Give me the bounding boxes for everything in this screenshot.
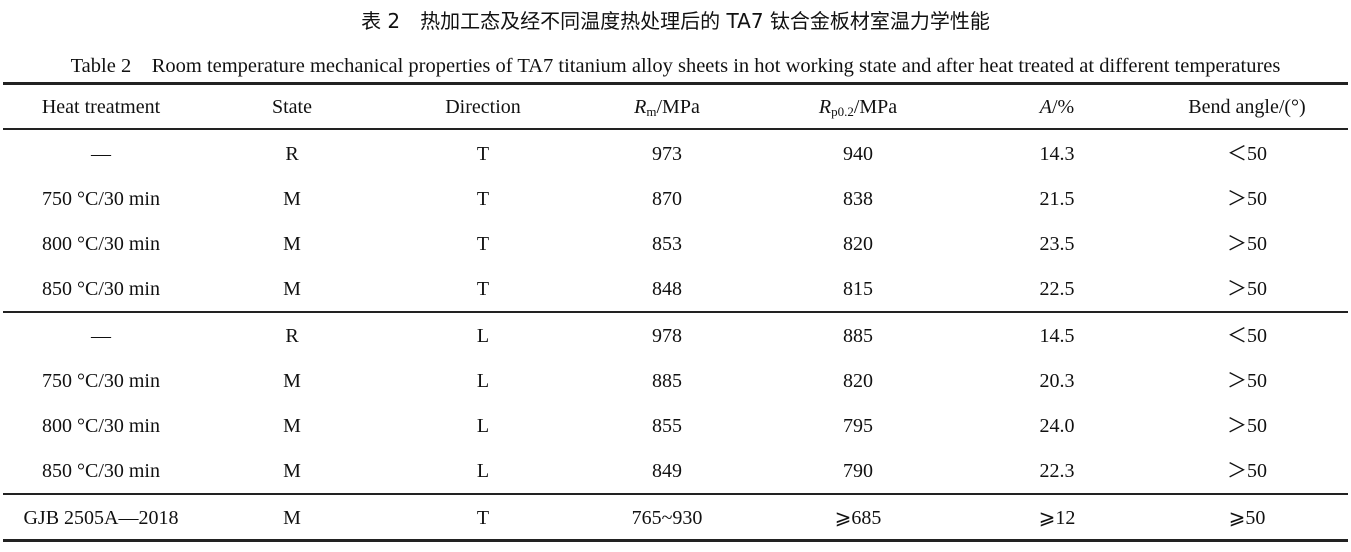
table-cell: R — [285, 325, 299, 347]
table-cell: L — [476, 415, 490, 437]
table-cell: 885 — [652, 370, 682, 392]
header-elongation: A/% — [962, 92, 1152, 122]
top-rule — [3, 82, 1348, 85]
table-cell: 978 — [652, 325, 682, 347]
table-cell: 940 — [843, 143, 873, 165]
a-unit: /% — [1052, 96, 1075, 118]
group-rule — [3, 311, 1348, 313]
table-cell: 22.5 — [1039, 278, 1075, 300]
header-bend-angle: Bend angle/(°) — [1188, 96, 1306, 118]
table-cell: 850 °C/30 min — [41, 460, 160, 482]
rm-symbol: R — [634, 96, 647, 118]
header-direction: Direction — [445, 96, 521, 118]
rm-subscript: m — [646, 104, 657, 119]
table-cell: M — [283, 233, 301, 255]
table-cell: L — [476, 370, 490, 392]
table-cell: M — [283, 370, 301, 392]
table-cell: ＜50 — [1227, 325, 1267, 347]
header-heat-treatment: Heat treatment — [41, 96, 161, 118]
table-cell: 885 — [843, 325, 873, 347]
table-caption-english: Table 2 Room temperature mechanical prop… — [70, 55, 1281, 77]
table-cell: M — [283, 188, 301, 210]
table-row: 850 °C/30 min M L 849 790 22.3 ＞50 — [0, 456, 1351, 486]
table-cell: ＜50 — [1227, 143, 1267, 165]
header-rm: Rm/MPa — [572, 92, 762, 122]
table-cell: 815 — [843, 278, 873, 300]
table-row: GJB 2505A—2018 M T 765~930 ⩾685 ⩾12 ⩾50 — [0, 503, 1351, 533]
table-cell: T — [476, 278, 490, 300]
header-rule — [3, 128, 1348, 130]
table-cell: ＞50 — [1227, 370, 1267, 392]
table-cell: 800 °C/30 min — [41, 415, 160, 437]
table-cell: — — [91, 143, 111, 165]
table-cell: 849 — [652, 460, 682, 482]
table-cell: ⩾685 — [834, 507, 882, 529]
table-cell: 973 — [652, 143, 682, 165]
table-row: — R L 978 885 14.5 ＜50 — [0, 321, 1351, 351]
table-cell: 848 — [652, 278, 682, 300]
table-cell: ＞50 — [1227, 278, 1267, 300]
table-cell: 750 °C/30 min — [41, 188, 160, 210]
table-cell: 765~930 — [631, 507, 703, 529]
table-cell: L — [476, 460, 490, 482]
table-cell: 855 — [652, 415, 682, 437]
table-cell: M — [283, 278, 301, 300]
bottom-rule — [3, 539, 1348, 542]
table-cell: ＞50 — [1227, 188, 1267, 210]
table-cell: 838 — [843, 188, 873, 210]
table-cell: R — [285, 143, 299, 165]
table-cell: 24.0 — [1039, 415, 1075, 437]
table-cell: 820 — [843, 370, 873, 392]
table-cell: 853 — [652, 233, 682, 255]
table-row: 800 °C/30 min M L 855 795 24.0 ＞50 — [0, 411, 1351, 441]
table-cell: 795 — [843, 415, 873, 437]
rp-symbol: R — [818, 96, 832, 118]
table-cell: 820 — [843, 233, 873, 255]
a-symbol: A — [1039, 96, 1052, 118]
standard-rule — [3, 493, 1348, 495]
table-cell: 14.5 — [1039, 325, 1075, 347]
table-cell: ⩾12 — [1038, 507, 1076, 529]
table-row: — R T 973 940 14.3 ＜50 — [0, 139, 1351, 169]
table-cell: ＞50 — [1227, 460, 1267, 482]
rp-subscript: p0.2 — [831, 104, 854, 119]
rp-unit: /MPa — [853, 96, 898, 118]
table-cell: ＞50 — [1227, 415, 1267, 437]
table-row: 850 °C/30 min M T 848 815 22.5 ＞50 — [0, 274, 1351, 304]
table-cell: T — [476, 143, 490, 165]
table-cell: 23.5 — [1039, 233, 1075, 255]
header-rp02: Rp0.2/MPa — [763, 92, 953, 122]
table-cell: 14.3 — [1039, 143, 1075, 165]
header-state: State — [272, 96, 312, 118]
rm-unit: /MPa — [656, 96, 700, 118]
header-row: Heat treatment State Direction Rm/MPa Rp… — [0, 92, 1351, 122]
table-cell: T — [476, 233, 490, 255]
table-cell: 20.3 — [1039, 370, 1075, 392]
table-cell: ⩾50 — [1228, 507, 1266, 529]
table-cell: M — [283, 460, 301, 482]
table-cell: — — [91, 325, 111, 347]
table-cell: 850 °C/30 min — [41, 278, 160, 300]
table-cell: L — [476, 325, 490, 347]
table-caption-chinese: 表 2 热加工态及经不同温度热处理后的 TA7 钛合金板材室温力学性能 — [361, 9, 990, 33]
table-cell: GJB 2505A—2018 — [23, 507, 179, 529]
table-cell: 800 °C/30 min — [41, 233, 160, 255]
table-row: 750 °C/30 min M L 885 820 20.3 ＞50 — [0, 366, 1351, 396]
table-cell: T — [476, 507, 490, 529]
table-row: 750 °C/30 min M T 870 838 21.5 ＞50 — [0, 184, 1351, 214]
table-cell: T — [476, 188, 490, 210]
table-cell: ＞50 — [1227, 233, 1267, 255]
table-cell: 750 °C/30 min — [41, 370, 160, 392]
table-cell: 870 — [652, 188, 682, 210]
table-cell: 790 — [843, 460, 873, 482]
table-cell: M — [283, 507, 301, 529]
table-row: 800 °C/30 min M T 853 820 23.5 ＞50 — [0, 229, 1351, 259]
table-cell: 21.5 — [1039, 188, 1075, 210]
table-cell: 22.3 — [1039, 460, 1075, 482]
table-cell: M — [283, 415, 301, 437]
